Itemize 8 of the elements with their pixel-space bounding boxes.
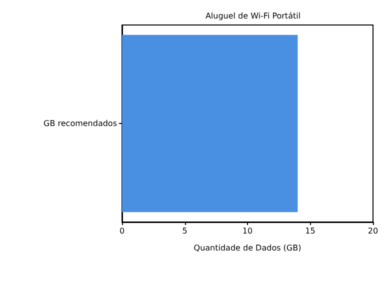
x-tick-label: 5 xyxy=(182,226,188,236)
chart-title: Aluguel de Wi-Fi Portátil xyxy=(205,12,301,20)
x-tick-label: 10 xyxy=(242,226,253,236)
x-axis-title: Quantidade de Dados (GB) xyxy=(194,244,302,252)
y-tick-label: GB recomendados xyxy=(44,119,117,128)
x-tick-label: 20 xyxy=(368,226,378,236)
x-tick-label: 0 xyxy=(119,226,125,236)
x-tick-label: 15 xyxy=(305,226,316,236)
